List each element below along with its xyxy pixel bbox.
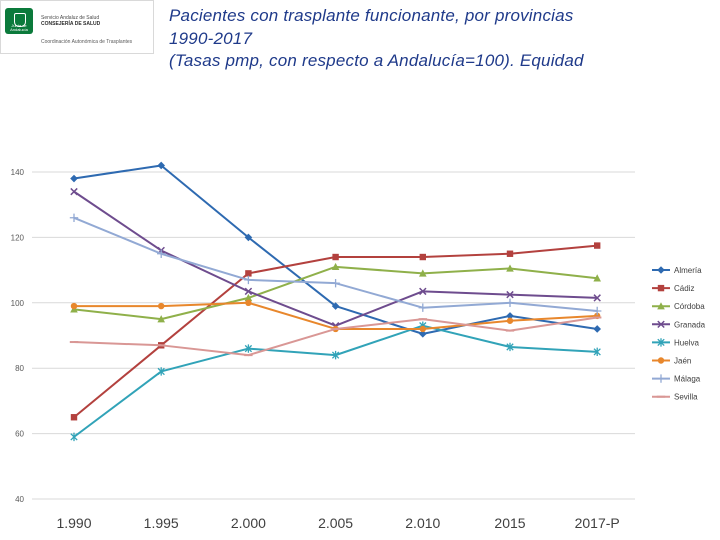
data-point xyxy=(158,302,165,310)
logo-line-coordination: Coordinación Autonómica de Trasplantes xyxy=(41,39,133,45)
legend-marker xyxy=(657,320,665,329)
data-point xyxy=(419,253,426,261)
legend-label: Almería xyxy=(674,266,702,275)
data-point xyxy=(506,342,514,352)
legend-label: Málaga xyxy=(674,375,701,384)
data-point xyxy=(506,264,514,272)
gridlines xyxy=(32,171,635,500)
data-point xyxy=(331,302,340,310)
legend-label: Córdoba xyxy=(674,302,705,311)
data-point xyxy=(506,312,514,320)
data-point xyxy=(418,303,427,312)
data-point xyxy=(419,330,427,338)
logo-line-service: Servicio Andaluz de Salud xyxy=(41,15,100,21)
legend-label: Huelva xyxy=(674,338,699,347)
data-point xyxy=(506,317,514,324)
legend-label: Sevilla xyxy=(674,393,698,402)
y-tick-label: 120 xyxy=(11,233,25,242)
data-point xyxy=(593,274,601,282)
y-tick-label: 80 xyxy=(15,364,24,373)
x-tick-label: 2017-P xyxy=(575,515,620,531)
data-point xyxy=(419,269,427,277)
data-point xyxy=(332,253,339,261)
series-line xyxy=(73,324,598,438)
data-point xyxy=(245,270,252,277)
x-tick-label: 2.010 xyxy=(405,515,440,531)
legend-marker xyxy=(657,338,665,347)
legend-label: Cádiz xyxy=(674,284,694,293)
data-point xyxy=(157,161,165,170)
title-line-2: 1990-2017 xyxy=(169,28,253,48)
x-tick-label: 1.990 xyxy=(56,515,91,531)
series-line xyxy=(73,316,598,357)
data-point xyxy=(70,302,78,310)
data-point xyxy=(505,298,515,307)
logo: Junta de Andalucía Servicio Andaluz de S… xyxy=(0,0,154,54)
data-point xyxy=(70,174,78,183)
legend-marker xyxy=(657,302,665,310)
title-line-1: Pacientes con trasplante funcionante, po… xyxy=(169,6,574,25)
data-point xyxy=(593,294,601,302)
data-point xyxy=(331,278,340,288)
x-tick-label: 2.000 xyxy=(231,515,266,531)
legend-label: Granada xyxy=(674,320,706,329)
data-point xyxy=(244,275,253,285)
data-point xyxy=(506,250,514,257)
y-tick-label: 40 xyxy=(15,495,24,504)
legend-marker xyxy=(657,266,665,274)
legend: Almería Cádiz Córdoba Granada Huelva Jaén Mála… xyxy=(652,266,706,402)
data-point xyxy=(331,262,340,271)
data-point xyxy=(594,242,601,249)
y-tick-label: 60 xyxy=(15,430,24,439)
data-point xyxy=(244,287,253,296)
data-point xyxy=(69,213,79,222)
series-huelva xyxy=(70,321,601,442)
series-sevilla xyxy=(69,316,602,357)
legend-marker xyxy=(657,284,665,292)
data-point xyxy=(244,344,253,353)
series-málaga xyxy=(69,213,602,316)
series-córdoba xyxy=(70,262,601,323)
data-point xyxy=(70,187,78,196)
data-point xyxy=(245,299,252,306)
y-tick-label: 140 xyxy=(11,168,25,177)
legend-marker xyxy=(656,374,666,383)
slide-title: Pacientes con trasplante funcionante, po… xyxy=(169,5,714,73)
data-point xyxy=(331,350,340,360)
legend-marker xyxy=(657,357,665,364)
data-point xyxy=(157,249,166,258)
data-point xyxy=(244,233,253,242)
x-tick-label: 2015 xyxy=(494,515,525,531)
line-chart: 40 60 80 100 120 140 1.990 1.995 2.000 2.005 2.010… xyxy=(11,161,706,531)
x-tick-label: 2.005 xyxy=(318,515,353,531)
title-line-3: (Tasas pmp, con respecto a Andalucía=100… xyxy=(169,51,584,70)
logo-line-ministry: CONSEJERÍA DE SALUD xyxy=(41,21,101,27)
legend-label: Jaén xyxy=(674,357,691,366)
data-point xyxy=(419,287,427,296)
y-tick-label: 100 xyxy=(11,299,25,308)
junta-andalucia-emblem: Junta de Andalucía xyxy=(5,8,33,34)
data-point xyxy=(70,414,78,421)
data-point xyxy=(244,293,253,302)
series-line xyxy=(73,265,598,321)
data-point xyxy=(419,325,426,333)
data-point xyxy=(593,347,601,357)
data-point xyxy=(157,367,165,376)
data-point xyxy=(157,315,165,323)
data-point xyxy=(506,290,514,299)
series-almería xyxy=(70,161,601,338)
data-point xyxy=(593,325,601,333)
data-point xyxy=(70,432,78,442)
emblem-text: Junta de Andalucía xyxy=(10,23,28,32)
x-tick-label: 1.995 xyxy=(144,515,179,531)
data-point xyxy=(593,306,602,316)
